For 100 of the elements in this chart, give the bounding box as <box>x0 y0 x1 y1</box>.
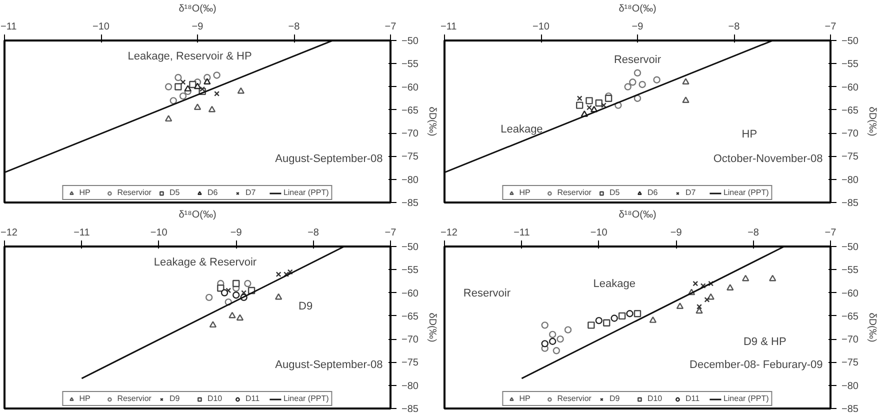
legend-label: D9 <box>169 394 181 403</box>
point <box>769 274 776 282</box>
point <box>164 115 172 122</box>
point <box>274 293 282 300</box>
annotation: D9 <box>298 300 313 312</box>
legend-label: HP <box>519 188 532 197</box>
x-tick-label: −8 <box>288 22 300 32</box>
point <box>184 85 192 92</box>
y-tick-label: −80 <box>842 174 859 186</box>
x-tick-label: −10 <box>532 22 550 32</box>
x-tick-label: −9 <box>192 22 204 32</box>
annotation: D9 & HP <box>743 336 786 348</box>
y-tick-label: −80 <box>402 380 419 392</box>
point <box>624 83 632 90</box>
x-tick-label: −12 <box>0 228 18 238</box>
annotation: Leakage <box>593 278 636 290</box>
point <box>548 338 556 345</box>
point <box>696 307 703 314</box>
legend-label: D11 <box>685 394 701 403</box>
point <box>634 310 642 318</box>
annotation: Reservoir <box>463 287 511 300</box>
point <box>552 347 560 354</box>
y-tick-label: −85 <box>842 198 859 209</box>
point <box>237 87 245 94</box>
x-tick-label: −11 <box>440 22 458 32</box>
point <box>194 82 202 90</box>
point <box>220 289 228 296</box>
annotation: August-September-08 <box>275 358 383 371</box>
legend-label: D6 <box>647 188 659 197</box>
y-tick-label: −60 <box>402 288 419 300</box>
point <box>649 316 657 323</box>
point <box>232 280 240 288</box>
x-axis-title: δ¹⁸O(‰) <box>178 210 216 220</box>
point <box>244 280 252 288</box>
y-tick-label: −85 <box>402 404 419 415</box>
point <box>595 99 602 107</box>
point <box>204 78 211 84</box>
legend-label: Linear (PPT) <box>283 188 329 197</box>
point <box>629 78 636 86</box>
annotation: August-September-08 <box>275 152 383 165</box>
point <box>287 269 293 275</box>
x-tick-label: −9 <box>670 228 682 238</box>
y-tick-label: −65 <box>402 105 419 116</box>
x-tick-label: −12 <box>440 228 458 238</box>
legend-label: Reservior <box>557 394 592 403</box>
annotation: October-November-08 <box>713 152 823 165</box>
legend-label: Linear (PPT) <box>723 394 769 403</box>
y-axis-title: δD(‰) <box>426 312 438 342</box>
y-tick-label: −50 <box>842 36 859 47</box>
point <box>604 94 612 102</box>
annotation: HP <box>742 128 758 140</box>
annotation: December-08- Feburary-09 <box>690 358 823 371</box>
point <box>228 312 236 318</box>
point <box>205 294 213 302</box>
legend-label: D9 <box>609 394 621 403</box>
point <box>564 326 572 334</box>
point <box>170 97 177 104</box>
y-tick-label: −70 <box>842 128 859 140</box>
point <box>704 297 710 302</box>
x-tick-label: −7 <box>824 228 837 238</box>
point <box>179 92 187 100</box>
y-tick-label: −60 <box>402 82 419 94</box>
point <box>586 97 593 104</box>
x-tick-label: −8 <box>728 22 740 32</box>
point <box>208 106 216 112</box>
legend-label: Reservior <box>557 188 592 197</box>
point <box>638 80 646 88</box>
y-tick-label: −70 <box>402 128 419 140</box>
x-tick-label: −7 <box>384 22 397 32</box>
point <box>634 69 642 76</box>
y-tick-label: −80 <box>402 174 419 186</box>
point <box>634 94 642 102</box>
point <box>726 284 734 290</box>
x-tick-label: −10 <box>590 228 608 238</box>
y-tick-label: −55 <box>842 265 859 276</box>
point <box>232 292 240 299</box>
point <box>586 104 592 110</box>
y-tick-label: −55 <box>842 59 859 70</box>
y-tick-label: −55 <box>402 59 419 70</box>
y-tick-label: −80 <box>842 380 859 392</box>
annotation: Leakage & Reservoir <box>154 256 257 269</box>
y-axis-title: δD(‰) <box>866 106 878 136</box>
point <box>174 74 182 82</box>
point <box>742 274 750 282</box>
x-tick-label: −9 <box>632 22 644 32</box>
y-tick-label: −70 <box>402 334 419 346</box>
y-axis-title: δD(‰) <box>866 312 878 342</box>
x-axis-title: δ¹⁸O(‰) <box>618 210 656 220</box>
y-tick-label: −75 <box>842 152 859 163</box>
point <box>576 102 584 109</box>
x-tick-label: −7 <box>384 228 397 238</box>
point <box>174 83 182 90</box>
legend-label: D7 <box>245 188 257 197</box>
point <box>548 330 556 338</box>
y-tick-label: −65 <box>842 105 859 116</box>
point <box>682 78 690 84</box>
legend-label: D5 <box>169 188 181 197</box>
point <box>541 322 548 329</box>
legend-label: D7 <box>685 188 697 197</box>
y-tick-label: −50 <box>402 36 419 47</box>
